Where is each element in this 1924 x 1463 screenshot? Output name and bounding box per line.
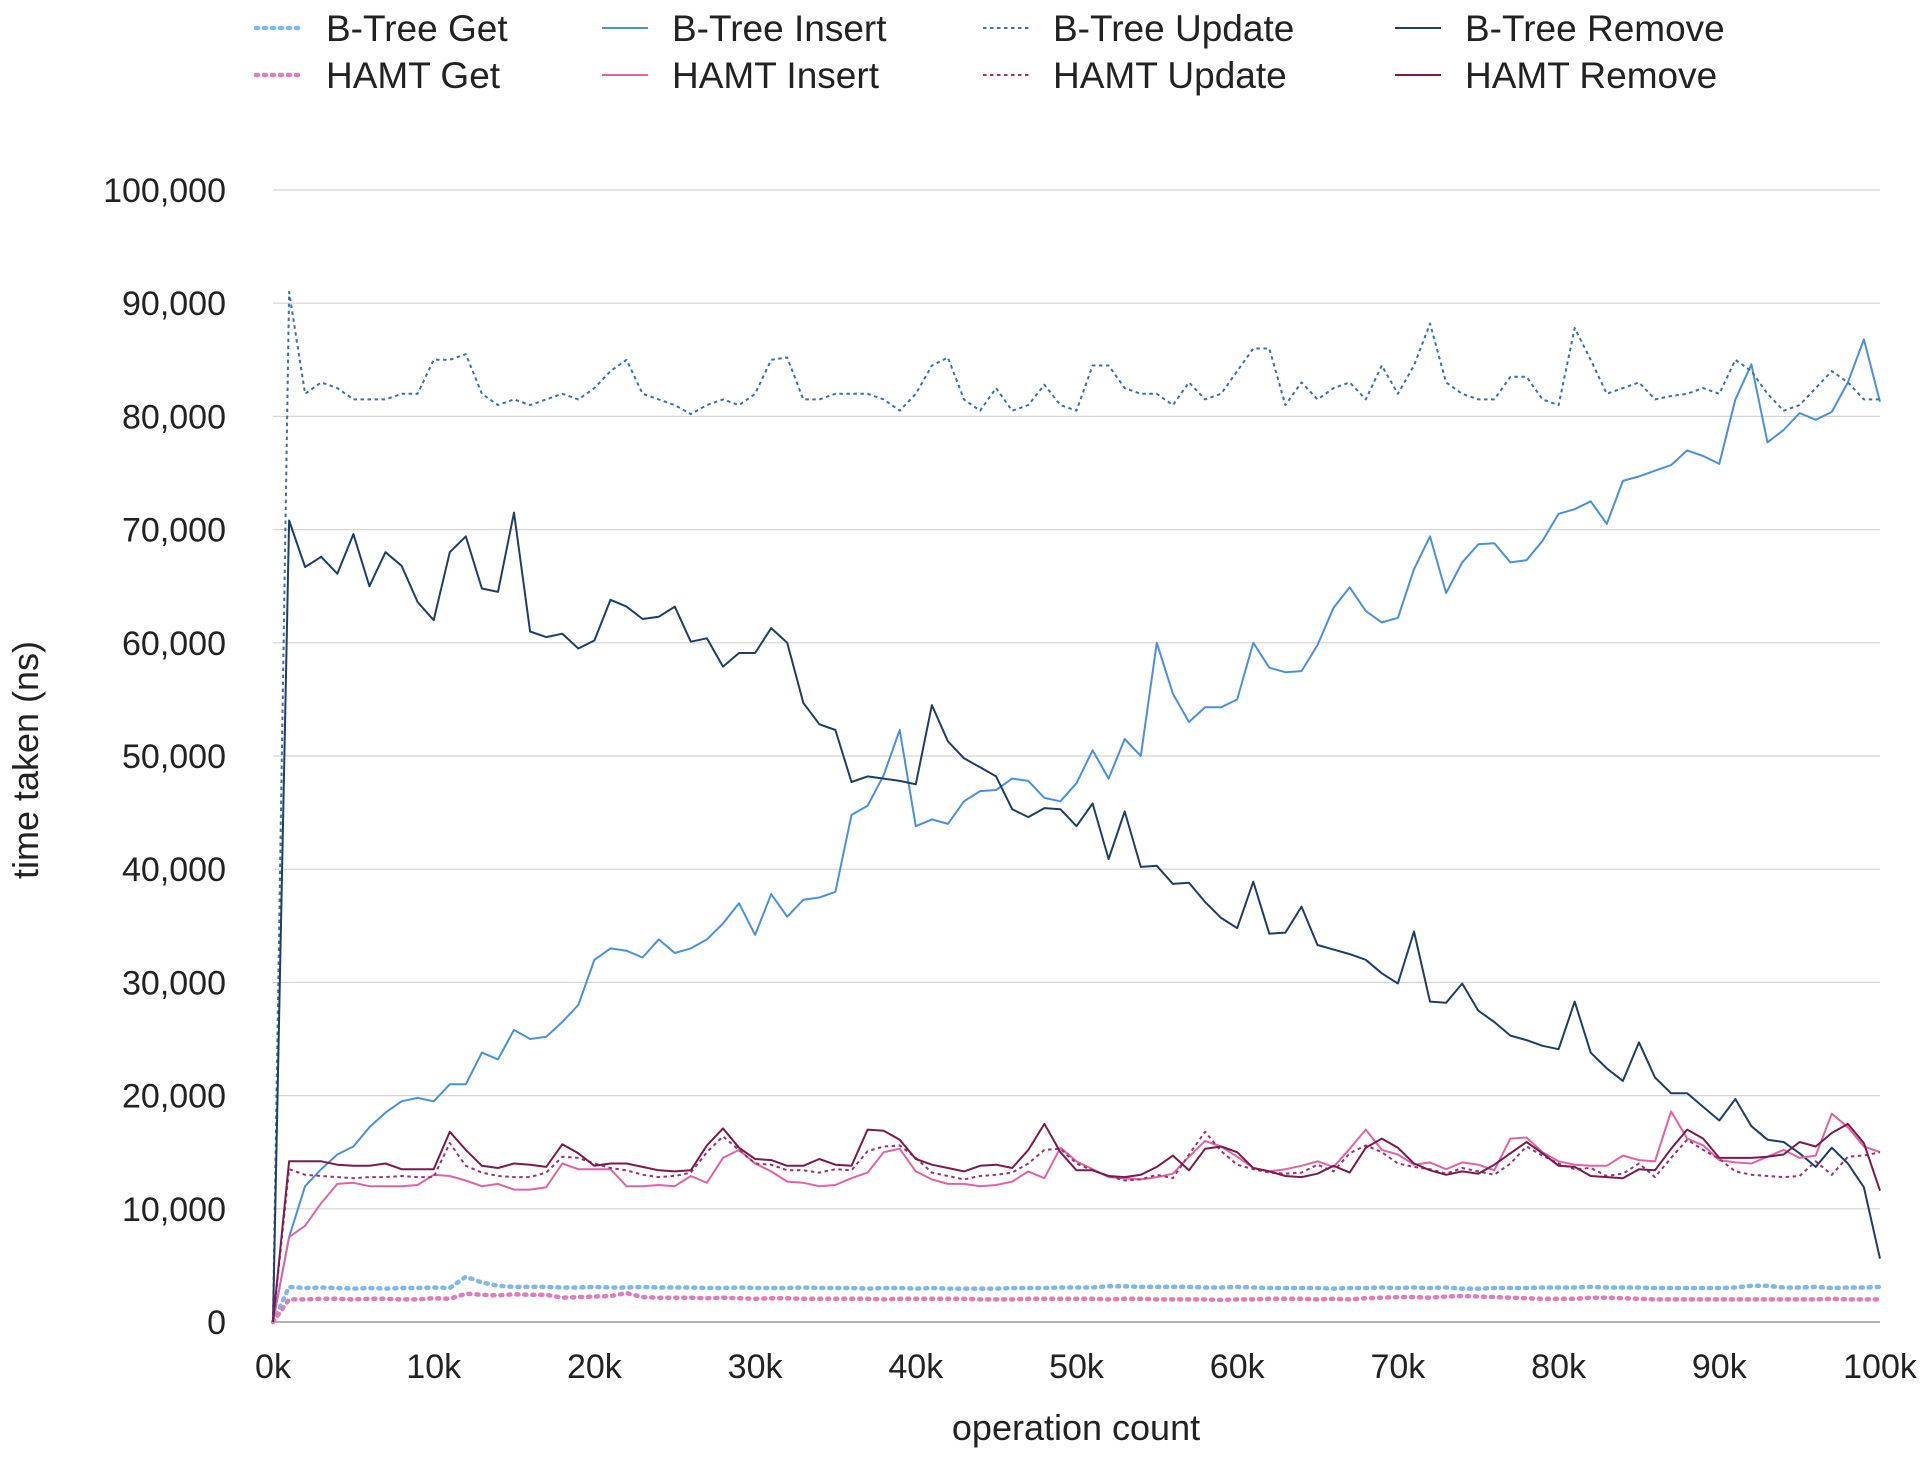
x-tick-label: 20k [567,1348,623,1386]
series-line-hamt-update [272,1130,1881,1323]
series-line-b-tree-remove [272,511,1881,1323]
legend-item: B-Tree Get [253,8,508,49]
legend-label: HAMT Update [1053,55,1287,96]
legend-label: B-Tree Get [326,8,508,49]
gridlines [273,189,1880,1323]
series-lines [270,290,1883,1325]
x-axis-title: operation count [952,1407,1200,1448]
series-line-b-tree-get [270,1274,1883,1325]
x-tick-label: 60k [1210,1348,1266,1386]
legend-label: B-Tree Remove [1465,8,1725,49]
legend-label: HAMT Insert [672,55,880,96]
y-tick-label: 40,000 [122,851,226,889]
x-tick-label: 100k [1843,1348,1918,1386]
legend-item: HAMT Remove [1395,55,1717,96]
y-tick-label: 30,000 [122,964,226,1002]
x-tick-label: 70k [1370,1348,1426,1386]
legend-label: B-Tree Insert [672,8,887,49]
legend-item: B-Tree Insert [602,8,887,49]
x-tick-label: 50k [1049,1348,1105,1386]
x-tick-label: 10k [406,1348,462,1386]
legend-item: HAMT Get [253,55,501,96]
legend-label: HAMT Remove [1465,55,1717,96]
y-tick-label: 60,000 [122,625,226,663]
y-tick-label: 10,000 [122,1191,226,1229]
axes: 0 10,000 20,000 30,000 40,000 50,000 60,000 70,… [103,172,1918,1386]
legend: B-Tree Get B-Tree Insert B-Tree Update B-Tr… [253,8,1725,96]
series-line-hamt-get [270,1290,1883,1325]
x-tick-label: 80k [1531,1348,1587,1386]
x-tick-label: 0k [255,1348,292,1386]
series-line-b-tree-insert [272,338,1881,1323]
y-tick-label: 50,000 [122,738,226,776]
legend-item: B-Tree Update [983,8,1294,49]
legend-item: B-Tree Remove [1395,8,1725,49]
y-tick-label: 0 [207,1304,226,1342]
y-tick-label: 20,000 [122,1078,226,1116]
legend-item: HAMT Update [983,55,1287,96]
legend-item: HAMT Insert [602,55,880,96]
series-line-hamt-insert [272,1110,1881,1323]
legend-label: B-Tree Update [1053,8,1294,49]
y-tick-label: 90,000 [122,285,226,323]
y-tick-label: 100,000 [103,172,226,210]
x-tick-label: 90k [1692,1348,1748,1386]
series-line-b-tree-update [272,290,1880,1323]
legend-label: HAMT Get [326,55,501,96]
x-tick-label: 40k [888,1348,944,1386]
y-tick-label: 70,000 [122,512,226,550]
series-line-hamt-remove [272,1122,1881,1323]
y-axis-title: time taken (ns) [5,641,46,879]
x-tick-label: 30k [728,1348,784,1386]
y-tick-label: 80,000 [122,398,226,436]
